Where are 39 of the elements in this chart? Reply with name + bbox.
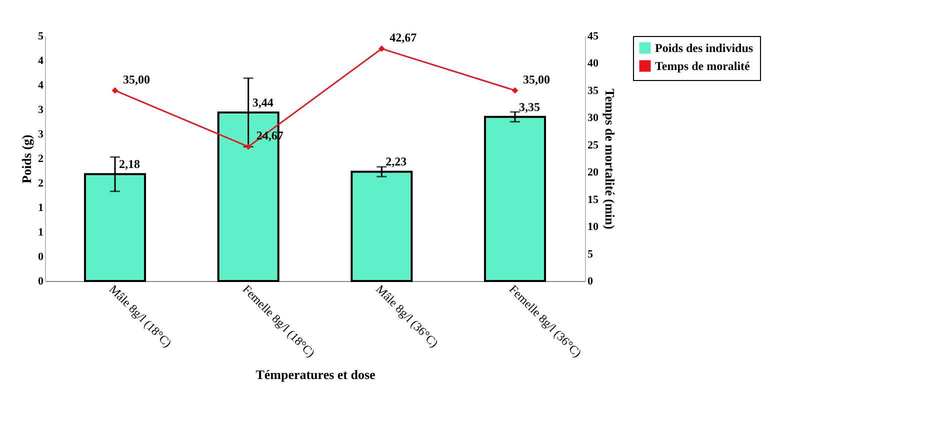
y2-tick-label: 10	[588, 221, 599, 234]
data-label: 2,23	[386, 154, 407, 169]
y2-tick-label: 0	[588, 276, 594, 288]
y2-tick-label: 40	[588, 58, 599, 70]
y2-tick-label: 5	[588, 248, 594, 260]
data-label: 3,44	[252, 95, 274, 110]
y-tick-label: 2	[38, 153, 44, 165]
point	[245, 144, 252, 150]
data-label: 2,18	[119, 157, 140, 172]
y2-tick-label: 20	[588, 166, 599, 179]
y-tick-label: 1	[38, 226, 44, 238]
y2-tick-label: 30	[588, 112, 599, 124]
y2-tick-label: 25	[588, 139, 599, 152]
bar	[484, 116, 546, 282]
y-axis-title: Poids (g)	[19, 134, 34, 184]
y2-tick-label: 15	[588, 194, 599, 206]
y-tick-label: 4	[38, 80, 44, 92]
point	[112, 87, 118, 94]
x-axis-title: Témperatures et dose	[256, 367, 376, 382]
legend-label: Temps de moralité	[655, 59, 751, 73]
y2-tick-label: 35	[588, 84, 599, 97]
y-tick-label: 3	[38, 128, 44, 140]
y-tick-label: 2	[38, 178, 44, 190]
legend-label: Poids des individus	[655, 41, 754, 55]
data-label: 35,00	[523, 72, 550, 86]
point	[378, 46, 385, 52]
bar	[350, 170, 413, 282]
y-tick-label: 1	[38, 202, 44, 214]
data-label: 3,35	[519, 100, 540, 114]
data-label: 42,67	[390, 30, 417, 45]
y-tick-label: 3	[38, 104, 44, 116]
point	[512, 87, 518, 94]
y-tick-label: 0	[38, 276, 44, 288]
y2-tick-label: 45	[588, 30, 599, 42]
y-tick-label: 5	[38, 30, 44, 42]
y-tick-label: 0	[38, 251, 44, 263]
data-label: 35,00	[123, 72, 150, 86]
y-tick-label: 4	[38, 55, 44, 67]
y2-axis-title: Temps de mortalité (min)	[602, 88, 618, 230]
